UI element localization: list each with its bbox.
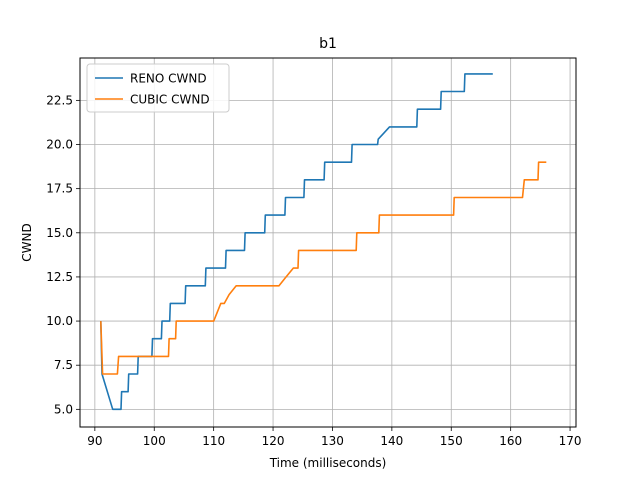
y-tick-label: 5.0: [54, 402, 73, 416]
tick-layer: 90 100 110 120 130 140 150 160 170 5.0 7.5 10.0 12.5…: [46, 93, 581, 448]
grid-layer: [80, 58, 576, 427]
y-tick-label: 7.5: [54, 358, 73, 372]
chart-title: b1: [319, 36, 337, 52]
series-layer: [100, 73, 547, 411]
x-axis-label: Time (milliseconds): [269, 456, 387, 470]
series-line-reno-cwnd: [100, 73, 493, 411]
x-tick-label: 150: [440, 434, 463, 448]
series-line-cubic-cwnd: [100, 161, 547, 375]
y-tick-label: 12.5: [46, 270, 73, 284]
y-tick-label: 15.0: [46, 226, 73, 240]
legend: RENO CWND CUBIC CWND: [86, 63, 230, 113]
x-tick-label: 90: [87, 434, 102, 448]
legend-box: [86, 63, 230, 113]
x-tick-label: 140: [380, 434, 403, 448]
x-tick-label: 160: [499, 434, 522, 448]
legend-label: RENO CWND: [130, 72, 207, 86]
y-tick-label: 22.5: [46, 93, 73, 107]
y-tick-label: 20.0: [46, 138, 73, 152]
x-tick-label: 130: [321, 434, 344, 448]
plot-frame: [79, 57, 577, 428]
legend-label: CUBIC CWND: [130, 93, 210, 107]
x-tick-label: 100: [143, 434, 166, 448]
y-tick-label: 17.5: [46, 182, 73, 196]
y-tick-label: 10.0: [46, 314, 73, 328]
y-axis-label: CWND: [20, 223, 34, 261]
x-tick-label: 120: [262, 434, 285, 448]
x-tick-label: 110: [202, 434, 225, 448]
x-tick-label: 170: [559, 434, 582, 448]
